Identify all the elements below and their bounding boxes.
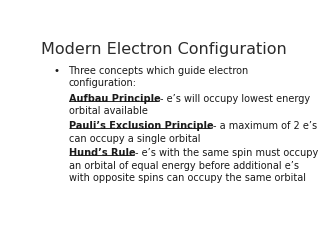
Text: Modern Electron Configuration: Modern Electron Configuration bbox=[41, 42, 287, 57]
Text: an orbital of equal energy before additional e’s: an orbital of equal energy before additi… bbox=[68, 161, 299, 171]
Text: - e’s will occupy lowest energy: - e’s will occupy lowest energy bbox=[160, 94, 310, 104]
Text: orbital available: orbital available bbox=[68, 106, 148, 116]
Text: can occupy a single orbital: can occupy a single orbital bbox=[68, 133, 200, 144]
Text: •: • bbox=[54, 66, 60, 76]
Text: configuration:: configuration: bbox=[68, 78, 137, 89]
Text: with opposite spins can occupy the same orbital: with opposite spins can occupy the same … bbox=[68, 173, 306, 183]
Text: - e’s with the same spin must occupy: - e’s with the same spin must occupy bbox=[135, 148, 318, 158]
Text: Pauli’s Exclusion Principle: Pauli’s Exclusion Principle bbox=[68, 121, 213, 131]
Text: Three concepts which guide electron: Three concepts which guide electron bbox=[68, 66, 249, 76]
Text: Hund’s Rule: Hund’s Rule bbox=[68, 148, 135, 158]
Text: Aufbau Principle: Aufbau Principle bbox=[68, 94, 160, 104]
Text: - a maximum of 2 e’s: - a maximum of 2 e’s bbox=[213, 121, 317, 131]
